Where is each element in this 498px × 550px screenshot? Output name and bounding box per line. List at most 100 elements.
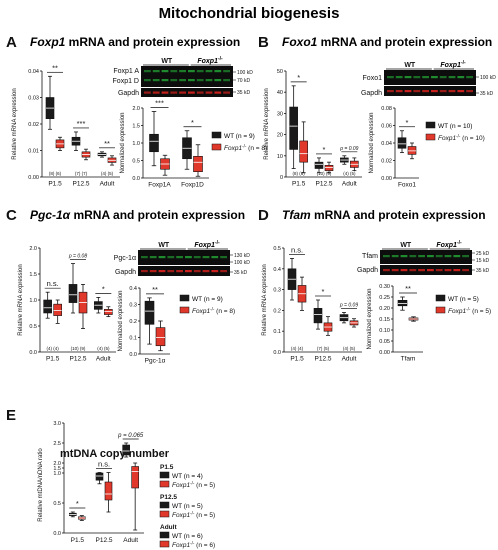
y-tick-label: 0.05	[379, 339, 390, 345]
kd-label: 35 kD	[234, 270, 247, 276]
legend-label: WT	[192, 296, 204, 303]
x-tick-label: Adult	[100, 181, 115, 188]
blot-band	[214, 91, 222, 94]
blot-band	[427, 269, 434, 272]
blot-band	[439, 90, 447, 93]
blot-band	[141, 270, 148, 273]
blot-band	[193, 256, 201, 259]
legend-gene: Foxp1	[224, 145, 242, 152]
blot-ko-sup: -/-	[457, 240, 462, 246]
blot-band	[462, 269, 469, 272]
kd-label: 100 kD	[480, 75, 496, 81]
sig-label: *	[102, 284, 105, 293]
y-tick-label: 40	[277, 90, 283, 96]
kd-label: 100 kD	[237, 70, 253, 76]
box-ko	[299, 140, 308, 163]
blot-band	[188, 70, 195, 73]
legend-label: WT	[172, 473, 184, 480]
y-tick-label: 0.1	[129, 336, 137, 342]
sig-label: *	[322, 287, 325, 296]
box-wt	[68, 284, 78, 303]
y-tick-label: 0.5	[273, 246, 281, 252]
legend-gene: Foxp1	[438, 135, 456, 142]
y-tick-label: 0.25	[379, 295, 390, 301]
y-tick-label: 1.0	[132, 141, 140, 147]
legend-label: WT	[172, 533, 184, 540]
x-tick-label: Adult	[123, 537, 138, 544]
blot-band	[448, 76, 456, 79]
blot-band	[431, 90, 438, 93]
blot-band	[141, 256, 148, 259]
blot-band	[418, 269, 425, 272]
blot-strip	[138, 250, 230, 265]
blot-band	[167, 256, 175, 259]
sig-label: *	[323, 145, 326, 154]
panel-letter-D: D	[258, 207, 269, 224]
title-gene: Foxo1	[282, 35, 318, 49]
blot-row-label: Foxp1 D	[113, 78, 139, 85]
kd-label: 70 kD	[237, 78, 250, 84]
sig-label: n.s.	[47, 279, 59, 288]
y-tick-label: 0.3	[273, 288, 281, 294]
blot-band	[435, 269, 443, 272]
legend-swatch-wt	[159, 531, 170, 539]
legend-sup: -/-	[190, 481, 195, 486]
legend-text-ko: Foxp1-/- (n = 10)	[438, 134, 485, 142]
y-tick-label: 1.0	[29, 298, 37, 304]
blot-ko-gene: Foxp1	[440, 62, 461, 69]
blot-ko-sup: -/-	[215, 240, 220, 246]
panel-title-D: Tfam mRNA and protein expression	[282, 208, 486, 222]
kd-label: 35 kD	[237, 90, 250, 96]
y-tick-label: 2.0	[132, 106, 140, 112]
E-legend-P12.5: WT (n = 5)Foxp1-/- (n = 5)	[159, 501, 215, 519]
panel-title-E: mtDNA copy number	[60, 448, 170, 460]
legend-swatch-wt	[425, 121, 436, 129]
x-tick-label: P1.5	[292, 181, 306, 188]
box-wt	[149, 133, 159, 153]
y-tick-label: 0.4	[273, 267, 281, 273]
y-tick-label: 0.00	[381, 176, 392, 182]
sig-label: **	[104, 139, 110, 148]
x-tick-label: Adult	[342, 356, 357, 363]
blot-band	[161, 70, 169, 73]
legend-n: (n = 5)	[470, 308, 491, 315]
y-tick-label: 20	[277, 133, 283, 139]
y-axis-label: Normalized expression	[369, 112, 375, 173]
blot-ko-gene: Foxp1	[436, 242, 457, 249]
legend-text-wt: WT (n = 5)	[172, 503, 203, 510]
y-tick-label: 0.5	[132, 159, 140, 165]
y-tick-label: 1.5	[132, 124, 140, 130]
blot-band	[453, 255, 461, 258]
blot-row-label: Foxo1	[363, 75, 383, 82]
legend-sup: -/-	[210, 307, 215, 312]
C-protein-plot: 0.0 0.1 0.2 0.3 0.4 Normalized expression Pgc-…	[118, 285, 170, 365]
y-tick-label: 1.0	[53, 471, 61, 477]
blot-band	[158, 256, 166, 259]
C-legend: WT (n = 9) Foxp1-/- (n = 8)	[179, 294, 235, 315]
box-ko	[104, 481, 113, 501]
y-tick-label: 0.00	[379, 350, 390, 356]
y-tick-label: 1.5	[53, 466, 61, 472]
blot-band	[188, 91, 195, 94]
x-tick-label: P1.5	[290, 356, 304, 363]
E-plot: 0.0 0.5 1.01.52.0 2.5 3.0 Relative mtDNA/nDNA…	[38, 421, 177, 544]
blot-wt-label: WT	[158, 242, 170, 249]
x-tick-label: P1.5	[46, 356, 60, 363]
y-tick-label: 0.4	[129, 286, 137, 292]
blot-band	[179, 79, 186, 82]
legend-text-ko: Foxp1-/- (n = 6)	[172, 541, 215, 549]
blot-band	[383, 269, 390, 272]
sig-label: n.s.	[98, 460, 110, 469]
n-label: (4) (4)	[47, 346, 60, 351]
blot-band	[223, 91, 230, 94]
y-tick-label: 50	[277, 69, 283, 75]
C-mrna-plot: 0.0 0.5 1.0 1.5 2.0 Relative mRNA expression P…	[18, 246, 116, 363]
blot-ko-gene: Foxp1	[194, 242, 215, 249]
blot-band	[205, 70, 213, 73]
blot-strip	[141, 88, 233, 97]
x-tick-label: P12.5	[96, 537, 113, 544]
blot-band	[196, 70, 204, 73]
legend-n: (n = 6)	[194, 542, 215, 549]
blot-band	[453, 269, 461, 272]
